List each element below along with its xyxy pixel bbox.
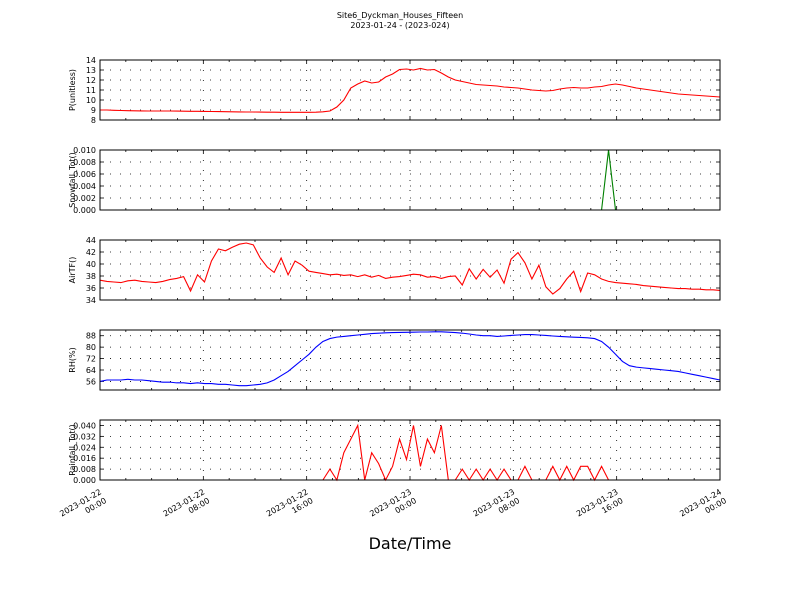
series-line — [100, 423, 720, 482]
y-tick-label: 44 — [86, 236, 96, 245]
y-tick-label: 0.024 — [73, 443, 96, 452]
y-tick-label: 88 — [86, 332, 96, 341]
y-tick-label: 40 — [86, 260, 96, 269]
chart-subtitle: 2023-01-24 - (2023-024) — [350, 21, 450, 30]
y-tick-label: 0.010 — [73, 146, 96, 155]
axes-frame — [99, 59, 721, 121]
y-tick-label: 13 — [86, 66, 96, 75]
y-tick-label: 72 — [86, 355, 96, 364]
series-line — [99, 331, 721, 387]
y-tick-label: 10 — [86, 96, 96, 105]
chart-title: Site6_Dyckman_Houses_Fifteen — [336, 11, 464, 20]
y-axis-label: Rainfall_Tot() — [68, 424, 77, 476]
y-tick-label: 9 — [91, 106, 96, 115]
y-tick-label: 0.000 — [73, 206, 96, 215]
y-tick-label: 42 — [86, 248, 96, 257]
axes-frame — [99, 419, 721, 481]
axes-frame — [99, 329, 721, 391]
y-tick-label: 0.008 — [73, 158, 96, 167]
y-tick-label: 0.004 — [73, 182, 96, 191]
y-tick-label: 8 — [91, 116, 96, 125]
y-tick-label: 12 — [86, 76, 96, 85]
axes-frame — [99, 239, 721, 301]
y-axis-label: RH(%) — [68, 347, 77, 372]
y-tick-label: 38 — [86, 272, 96, 281]
y-axis-label: AirTF() — [68, 257, 77, 284]
y-axis-label: Snowfall_Tot() — [68, 152, 77, 208]
series-line — [99, 242, 721, 295]
y-tick-label: 11 — [86, 86, 96, 95]
y-tick-label: 34 — [86, 296, 96, 305]
y-tick-label: 0.008 — [73, 465, 96, 474]
x-axis-label: Date/Time — [368, 534, 452, 553]
y-tick-label: 0.032 — [73, 432, 96, 441]
y-tick-label: 0.016 — [73, 454, 96, 463]
y-axis-label: P(unitless) — [68, 69, 77, 111]
y-tick-label: 0.002 — [73, 194, 96, 203]
y-tick-label: 0.040 — [73, 421, 96, 430]
y-tick-label: 14 — [86, 56, 96, 65]
y-tick-label: 64 — [86, 366, 96, 375]
y-tick-label: 56 — [86, 377, 96, 386]
series-line — [100, 67, 721, 113]
y-tick-label: 0.000 — [73, 476, 96, 485]
y-tick-label: 0.006 — [73, 170, 96, 179]
y-tick-label: 36 — [86, 284, 96, 293]
y-tick-label: 80 — [86, 343, 96, 352]
axes-frame — [99, 149, 721, 211]
